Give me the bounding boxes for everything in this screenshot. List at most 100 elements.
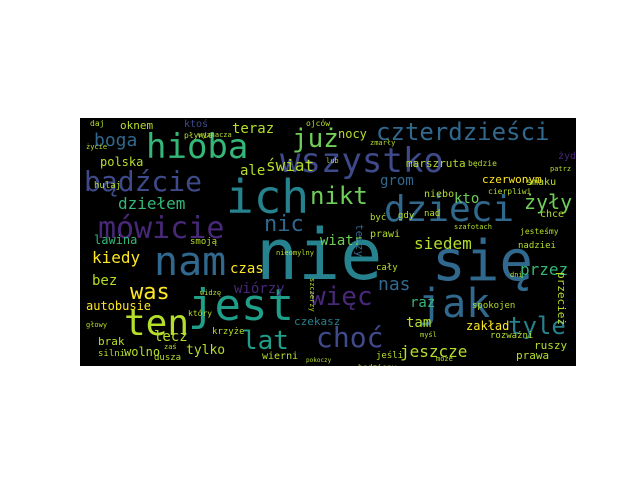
word-dzieci: dzieci: [384, 189, 515, 230]
word-bez: bez: [92, 273, 118, 289]
word-glowy: głowy: [86, 321, 108, 329]
word-hulaj: hulaj: [94, 181, 122, 191]
word-dni: dni: [510, 271, 523, 279]
word-tylko: tylko: [186, 343, 226, 358]
word-nadziei: nadziei: [518, 241, 556, 251]
word-plynie: płynie: [184, 131, 213, 140]
word-dusza: dusza: [154, 353, 182, 363]
word-prawi: prawi: [370, 229, 401, 240]
word-szafotach: szafotach: [454, 223, 492, 231]
word-nas: nas: [378, 274, 411, 295]
word-grom: grom: [380, 173, 414, 189]
word-wiec: więc: [310, 282, 373, 312]
word-pokoczy: pokoczy: [306, 357, 332, 364]
word-zycie: życie: [86, 143, 108, 151]
word-boga: boga: [94, 130, 138, 151]
word-was: was: [130, 280, 170, 305]
word-sie: się: [432, 229, 534, 294]
word-ruszy: ruszy: [534, 339, 568, 352]
word-szczerzy: szczerzy: [308, 278, 316, 312]
word-wiorzy: wiórzy: [234, 281, 285, 297]
word-tyle: tyle: [508, 312, 566, 340]
word-oknem: oknem: [120, 119, 154, 132]
word-swiat: świat: [266, 156, 315, 175]
word-dzielem: dziełem: [118, 194, 186, 213]
word-badzcie: bądźcie: [84, 165, 203, 198]
word-teraz: teraz: [232, 121, 275, 137]
word-nam: nam: [154, 239, 227, 285]
word-jestesmy: jesteśmy: [520, 227, 559, 236]
word-lub: lub: [326, 157, 339, 165]
word-jak: jak: [418, 281, 491, 327]
word-ten: ten: [124, 303, 190, 344]
word-nic: nic: [264, 212, 304, 237]
word-kto: kto: [454, 191, 480, 207]
word-marszruta: marszruta: [406, 157, 466, 170]
word-nie: nie: [256, 214, 383, 296]
word-brak: brak: [98, 335, 125, 348]
word-bedzieny: będzieny: [358, 364, 397, 367]
word-rozwazni: rozważni: [490, 331, 534, 341]
word-wiatr: wiatr: [320, 233, 363, 249]
word-autobusie: autobusie: [86, 299, 152, 313]
word-smaku: smaku: [526, 177, 557, 188]
word-spokojen: spokojen: [472, 301, 516, 311]
word-wyznacza: wyznacza: [198, 131, 232, 139]
word-jesli: jeśli: [376, 351, 404, 361]
word-siedem: siedem: [414, 234, 472, 253]
word-ktos: ktoś: [184, 119, 209, 130]
word-lawina: lawina: [94, 233, 138, 247]
word-czterdziesci: czterdzieści: [376, 118, 550, 146]
word-przeciez: przecież: [555, 272, 568, 325]
word-tam: tam: [406, 315, 432, 331]
word-zaklad: zakład: [466, 319, 510, 333]
word-wolno: wolno: [124, 345, 161, 359]
word-mowicie: mówicie: [98, 211, 225, 246]
word-ale: ale: [240, 163, 266, 179]
word-lecz: lecz: [154, 329, 188, 345]
word-czerwonym: czerwonym: [482, 173, 542, 186]
word-polska: polska: [100, 155, 144, 169]
word-zyd: żyd: [558, 151, 576, 162]
word-cloud: nie się ich jest wszystko hioba nam dzie…: [80, 118, 576, 366]
word-zas: zaś: [164, 343, 177, 351]
word-przez: przez: [520, 260, 569, 279]
word-patrz: patrz: [550, 165, 572, 173]
word-wszystko: wszystko: [280, 141, 444, 181]
word-czas: czas: [230, 261, 264, 277]
word-lat: lat: [242, 326, 289, 356]
word-kiedy: kiedy: [92, 248, 141, 267]
word-jest: jest: [188, 280, 294, 331]
word-choc: choć: [316, 321, 384, 354]
word-wierni: wierni: [262, 351, 299, 362]
word-niebo: niebo: [424, 189, 455, 200]
word-hioba: hioba: [146, 127, 249, 167]
word-bedzie: będzie: [468, 159, 497, 168]
word-moze: może: [436, 355, 453, 363]
word-nocy: nocy: [338, 127, 367, 141]
word-jeszcze: jeszcze: [400, 342, 468, 361]
word-nad: nad: [424, 209, 441, 219]
word-silni: silni: [98, 349, 126, 359]
word-caly: cały: [376, 263, 398, 273]
word-krzyze: krzyże: [212, 327, 245, 337]
word-byc: być: [370, 213, 387, 223]
word-gdy: gdy: [398, 211, 415, 221]
word-ich: ich: [226, 170, 310, 224]
word-ojcow: ojców: [306, 119, 331, 128]
word-juz: już: [292, 124, 339, 154]
word-mysl: myśl: [420, 331, 437, 339]
word-zyly: żyły: [524, 190, 573, 214]
word-ktory: który: [188, 309, 213, 318]
word-daj: daj: [90, 119, 105, 128]
word-zmarly: zmarły: [370, 139, 396, 147]
word-czekasz: czekasz: [294, 315, 341, 328]
word-chce: chce: [540, 209, 565, 220]
word-cierpliwi: cierpliwi: [488, 187, 532, 196]
word-prawa: prawa: [516, 349, 550, 362]
word-teczy: teczy: [353, 224, 366, 258]
word-raz: raz: [410, 295, 436, 311]
word-widze: widzę: [200, 289, 222, 297]
word-smoja: smoją: [190, 237, 218, 247]
word-nieomylny: nieomylny: [276, 249, 314, 257]
